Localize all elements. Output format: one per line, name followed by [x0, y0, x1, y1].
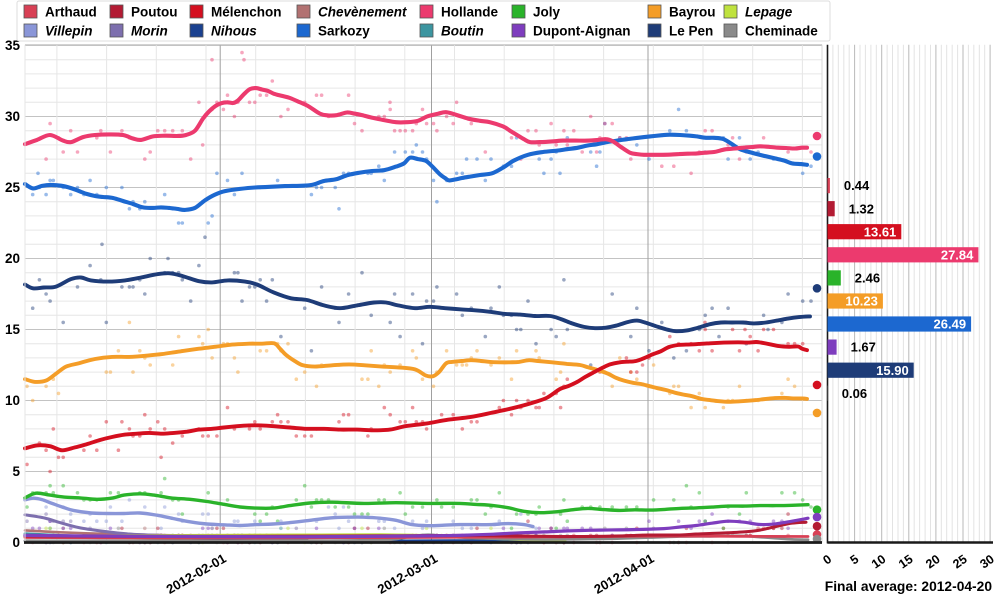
- svg-text:Lepage: Lepage: [745, 5, 793, 20]
- svg-text:26.49: 26.49: [934, 317, 967, 332]
- svg-text:15: 15: [5, 322, 21, 337]
- svg-text:27.84: 27.84: [941, 247, 974, 262]
- svg-text:0.44: 0.44: [844, 178, 870, 193]
- svg-text:2.46: 2.46: [855, 271, 880, 286]
- svg-text:Joly: Joly: [533, 5, 561, 20]
- svg-text:Le Pen: Le Pen: [669, 24, 713, 39]
- svg-text:20: 20: [5, 251, 20, 266]
- svg-text:Arthaud: Arthaud: [45, 5, 97, 20]
- svg-text:Final average: 2012-04-20: Final average: 2012-04-20: [825, 579, 993, 594]
- svg-text:1.67: 1.67: [851, 340, 876, 355]
- svg-text:Chevènement: Chevènement: [318, 5, 407, 20]
- svg-text:Villepin: Villepin: [45, 24, 93, 39]
- svg-text:1.32: 1.32: [849, 201, 874, 216]
- svg-text:0: 0: [12, 535, 20, 550]
- svg-text:Mélenchon: Mélenchon: [211, 5, 282, 20]
- svg-text:Sarkozy: Sarkozy: [318, 24, 370, 39]
- svg-text:0.06: 0.06: [842, 386, 867, 401]
- svg-text:Boutin: Boutin: [441, 24, 484, 39]
- svg-text:10.23: 10.23: [845, 294, 878, 309]
- svg-text:10: 10: [5, 393, 20, 408]
- svg-text:25: 25: [5, 180, 21, 195]
- svg-text:30: 30: [5, 109, 20, 124]
- svg-text:13.61: 13.61: [864, 224, 897, 239]
- svg-text:Hollande: Hollande: [441, 5, 498, 20]
- svg-text:Cheminade: Cheminade: [745, 24, 818, 39]
- svg-text:Poutou: Poutou: [131, 5, 178, 20]
- svg-text:15.90: 15.90: [876, 363, 909, 378]
- svg-text:Bayrou: Bayrou: [669, 5, 716, 20]
- svg-text:Nihous: Nihous: [211, 24, 257, 39]
- svg-text:Dupont-Aignan: Dupont-Aignan: [533, 24, 630, 39]
- svg-text:Morin: Morin: [131, 24, 168, 39]
- svg-text:5: 5: [12, 464, 20, 479]
